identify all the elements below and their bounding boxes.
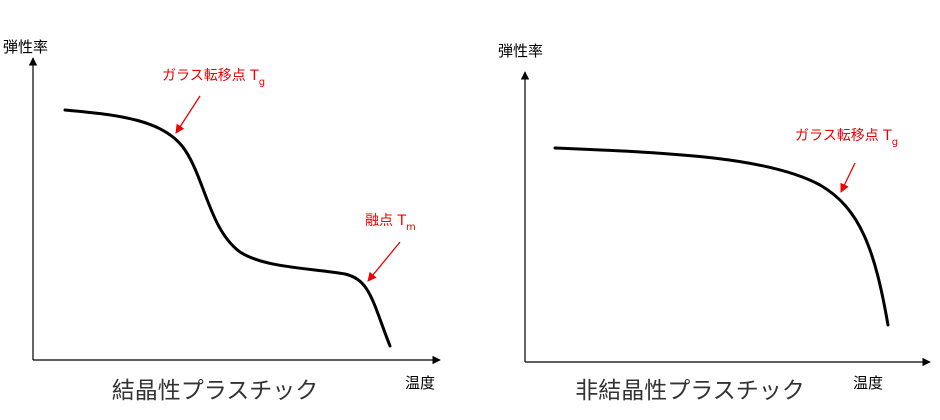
panel-title: 非結晶性プラスチック <box>575 378 805 404</box>
annotation: ガラス転移点 Tg <box>162 68 265 88</box>
y-axis-label: 弾性率 <box>498 42 543 60</box>
annotation: ガラス転移点 Tg <box>795 128 898 148</box>
annotation-arrow <box>175 95 201 134</box>
annotation-text: ガラス転移点 T <box>795 128 892 144</box>
annotation-arrow <box>367 241 401 282</box>
modulus-curve <box>553 146 890 327</box>
annotation-text: 融点 T <box>365 213 406 229</box>
panel-crystalline: 弾性率 温度 結晶性プラスチック ガラス転移点 Tg 融点 Tm <box>3 38 441 404</box>
annotation: 融点 Tm <box>365 213 416 233</box>
annotation-subscript: m <box>406 222 416 233</box>
y-axis-label: 弾性率 <box>3 38 48 56</box>
annotation-subscript: g <box>259 77 265 88</box>
panel-amorphous: 弾性率 温度 非結晶性プラスチック ガラス転移点 Tg <box>498 42 931 404</box>
annotation-text: ガラス転移点 T <box>162 68 259 84</box>
annotation-subscript: g <box>892 137 898 148</box>
x-axis-label: 温度 <box>853 374 883 392</box>
panel-title: 結晶性プラスチック <box>112 378 319 404</box>
annotation-arrow <box>840 162 856 193</box>
modulus-curve <box>63 108 392 348</box>
x-axis-label: 温度 <box>405 374 435 392</box>
